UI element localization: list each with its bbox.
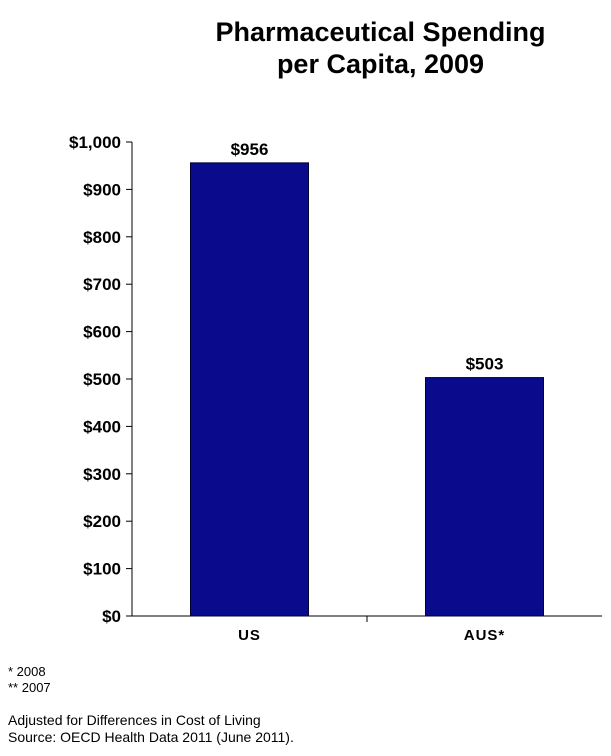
- source-notes: Adjusted for Differences in Cost of Livi…: [8, 712, 294, 746]
- bar-chart: $0 $100 $200 $300 $400 $500 $600 $700 $800 $900 $1…: [69, 133, 602, 644]
- y-tick-label: $200: [83, 512, 121, 531]
- data-label: $956: [231, 140, 269, 159]
- adjustment-note: Adjusted for Differences in Cost of Livi…: [8, 712, 261, 728]
- y-tick-label: $500: [83, 370, 121, 389]
- x-tick-label: AUS*: [464, 627, 506, 644]
- chart-title-line-2: per Capita, 2009: [276, 49, 485, 79]
- y-tick-label: $800: [83, 228, 121, 247]
- footnote-2008: * 2008: [8, 664, 46, 679]
- bar: [190, 162, 309, 617]
- footnotes: * 2008 ** 2007: [8, 664, 51, 696]
- chart-title: Pharmaceutical Spending per Capita, 2009: [150, 16, 611, 80]
- source-note: Source: OECD Health Data 2011 (June 2011…: [8, 729, 294, 745]
- x-tick-label: US: [238, 627, 261, 644]
- chart-title-line-1: Pharmaceutical Spending: [215, 17, 546, 47]
- y-tick-label: $100: [83, 560, 121, 579]
- y-tick-label: $600: [83, 323, 121, 342]
- bar: [425, 377, 544, 617]
- y-tick-label: $400: [83, 417, 121, 436]
- y-tick-label: $1,000: [69, 133, 121, 152]
- data-label: $503: [466, 355, 504, 374]
- y-tick-label: $0: [102, 607, 121, 626]
- y-tick-label: $300: [83, 465, 121, 484]
- footnote-2007: ** 2007: [8, 680, 51, 695]
- y-tick-label: $900: [83, 180, 121, 199]
- y-tick-label: $700: [83, 275, 121, 294]
